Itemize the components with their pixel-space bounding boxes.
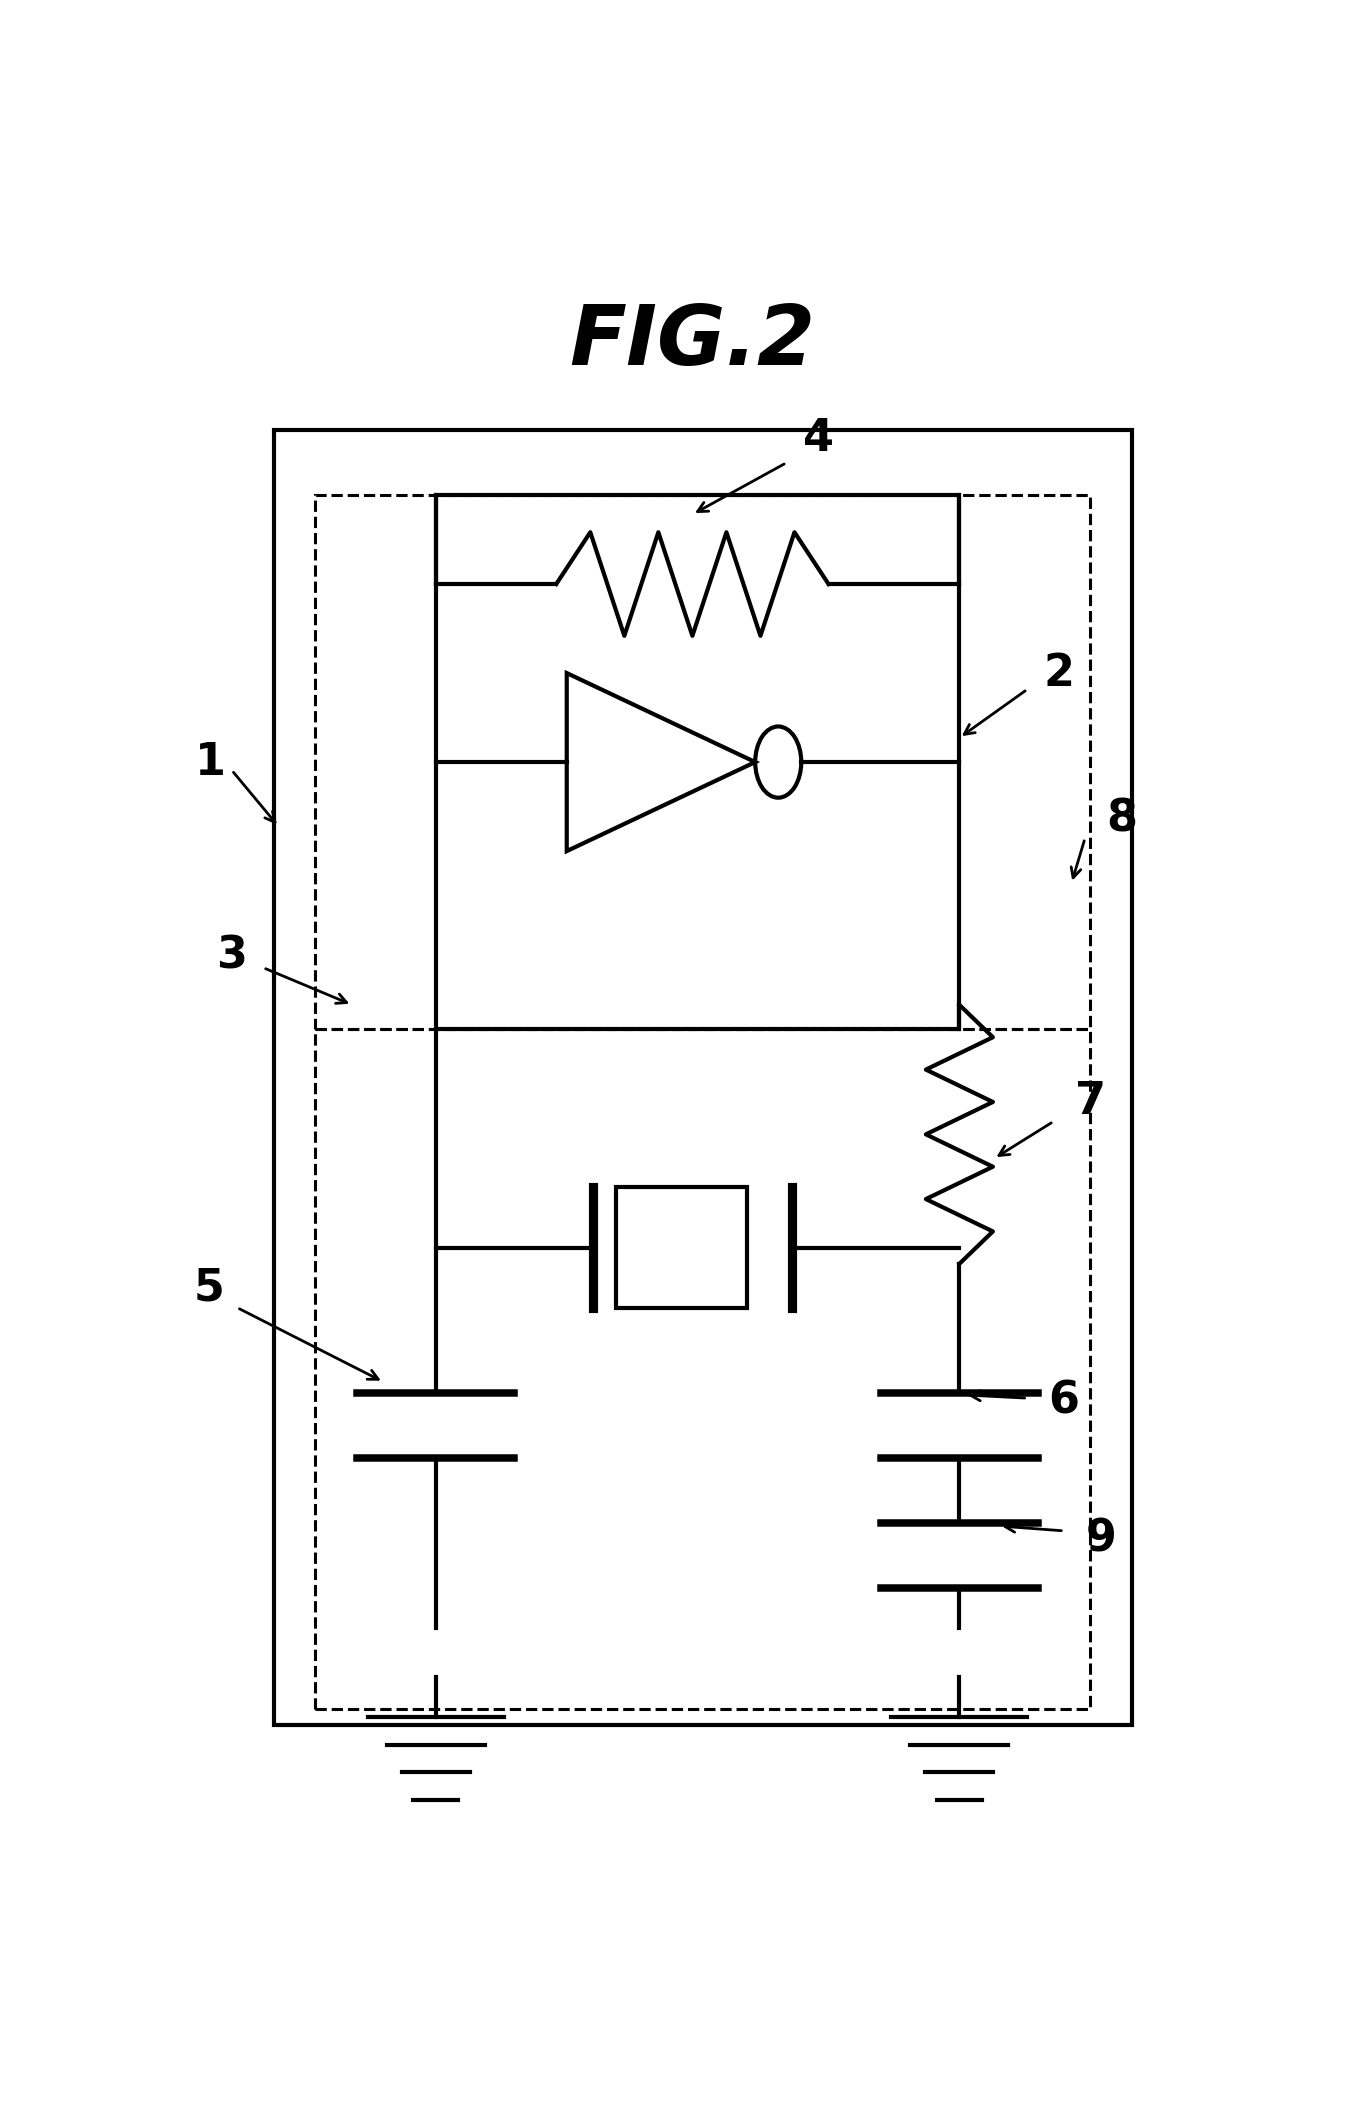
- Text: 3: 3: [216, 935, 247, 977]
- Bar: [273, 431, 1132, 1726]
- Bar: [616, 1188, 747, 1307]
- Text: 1: 1: [196, 740, 226, 784]
- Text: 6: 6: [1048, 1379, 1079, 1423]
- Text: 7: 7: [1075, 1080, 1105, 1122]
- Text: 5: 5: [193, 1268, 224, 1310]
- Text: 9: 9: [1085, 1518, 1116, 1560]
- Bar: [316, 494, 1090, 1030]
- Bar: [436, 494, 959, 1030]
- Text: 8: 8: [1106, 797, 1138, 841]
- Bar: [316, 1030, 1090, 1709]
- Text: 4: 4: [802, 416, 834, 460]
- Text: FIG.2: FIG.2: [569, 301, 816, 383]
- Text: 2: 2: [1043, 652, 1074, 694]
